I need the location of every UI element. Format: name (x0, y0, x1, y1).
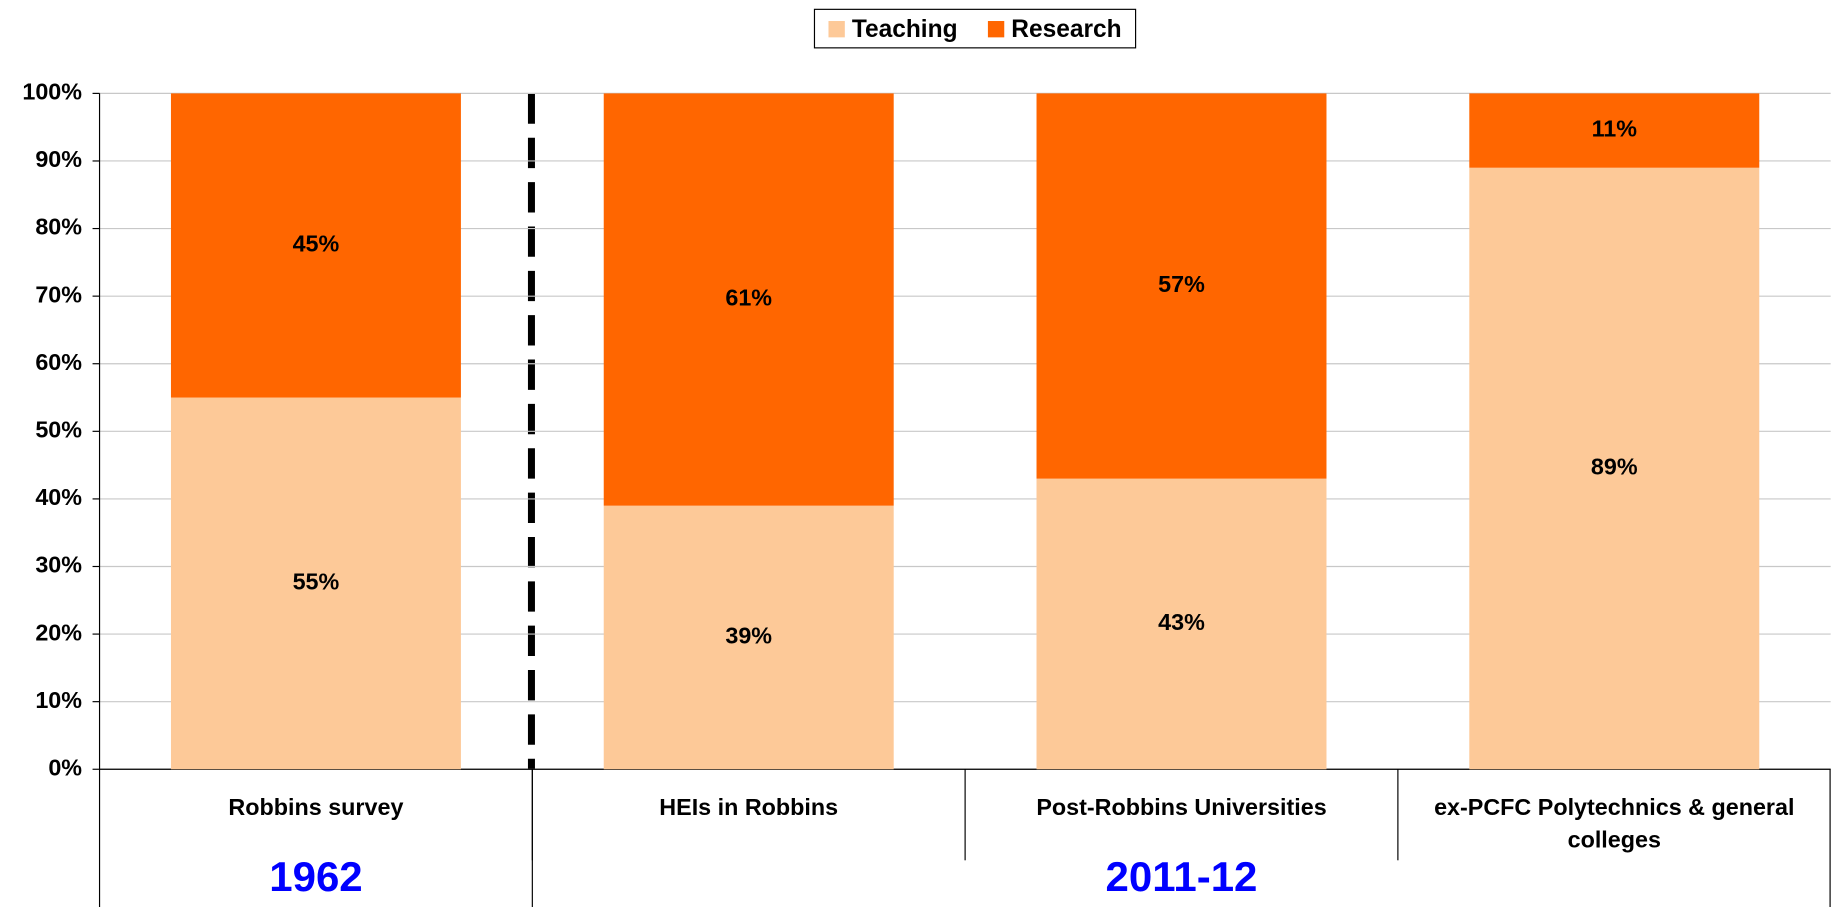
y-tick-label: 30% (35, 552, 82, 578)
y-tick-label: 50% (35, 416, 82, 442)
legend: Teaching Research (813, 8, 1137, 49)
bar-segment (170, 93, 461, 398)
bar-segment (1469, 93, 1760, 168)
data-label: 11% (1592, 116, 1638, 142)
y-tick-label: 90% (35, 146, 82, 172)
legend-box (813, 8, 1137, 49)
bar-segment (603, 505, 894, 770)
y-tick-label: 20% (35, 619, 82, 645)
y-tick-label: 80% (35, 214, 82, 240)
legend-label: Teaching (852, 16, 958, 43)
group-label: 1962 (269, 853, 362, 900)
x-tick-label: Post-Robbins Universities (1036, 794, 1326, 820)
y-tick-label: 60% (35, 349, 82, 375)
bar-segment (170, 397, 461, 770)
data-label: 39% (725, 623, 772, 649)
y-tick-label: 40% (35, 484, 82, 510)
bar-segment (1469, 167, 1760, 770)
data-label: 45% (293, 231, 340, 257)
data-label: 57% (1158, 271, 1205, 297)
y-tick-label: 10% (35, 687, 82, 713)
bar-segment (1036, 93, 1327, 479)
legend-label: Research (1011, 16, 1121, 43)
x-tick-label: ex-PCFC Polytechnics & general colleges (1434, 794, 1794, 853)
y-tick-label: 100% (22, 79, 82, 105)
data-label: 55% (293, 569, 340, 595)
bar-segment (1036, 478, 1327, 770)
legend-swatch (987, 21, 1005, 38)
group-label: 2011-12 (1106, 853, 1258, 900)
y-tick-label: 0% (48, 754, 82, 780)
data-label: 61% (725, 285, 772, 311)
data-label: 43% (1158, 609, 1205, 635)
bar-segment (603, 93, 894, 506)
legend-swatch (828, 21, 845, 38)
y-tick-label: 70% (35, 281, 82, 307)
x-tick-label: HEIs in Robbins (659, 794, 838, 820)
x-tick-label: Robbins survey (228, 794, 403, 820)
data-label: 89% (1591, 454, 1638, 480)
